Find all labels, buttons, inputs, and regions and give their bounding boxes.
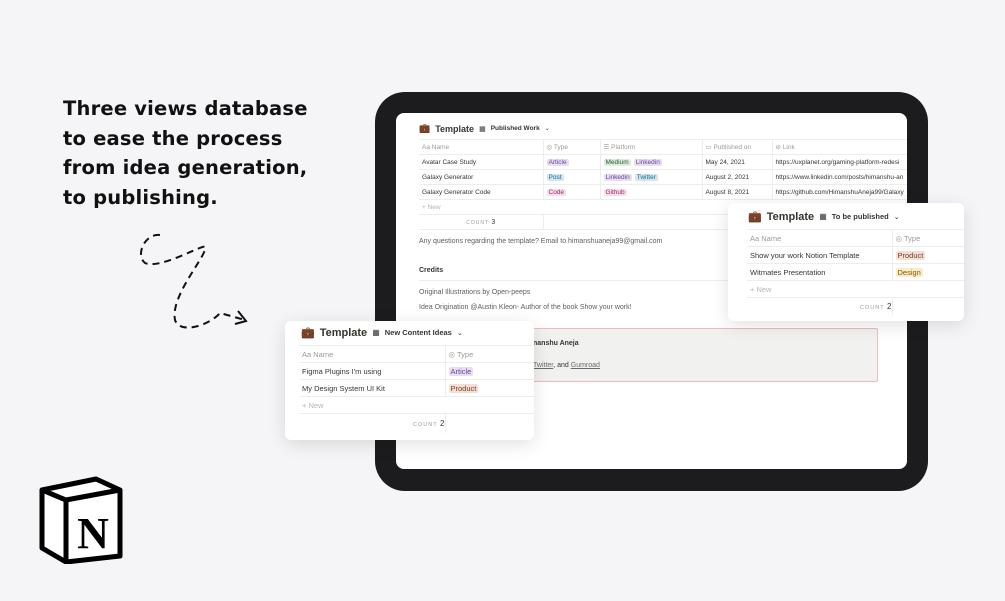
count-value: 2 — [440, 418, 445, 428]
col-published[interactable]: ▭ Published on — [702, 139, 773, 155]
col-link[interactable]: ⊘ Link — [772, 139, 907, 155]
table-icon: ▦ — [372, 328, 380, 337]
table-row[interactable]: My Design System UI Kit Product — [299, 379, 534, 397]
gumroad-link[interactable]: Gumroad — [570, 362, 600, 369]
row-link[interactable]: https://github.com/HimanshuAneja99/Galax… — [772, 184, 907, 200]
published-table: Aa Name ◎ Type ☰ Platform ▭ Published on… — [419, 139, 907, 230]
table-row[interactable]: Show your work Notion Template Product — [747, 246, 964, 264]
briefcase-icon: 💼 — [419, 123, 431, 133]
headline-line: from idea generation, — [63, 156, 308, 179]
count-value: 2 — [887, 301, 892, 311]
row-name[interactable]: Witmates Presentation — [747, 263, 893, 281]
callout-text: , and — [553, 362, 571, 369]
credit-line: Original Illustrations by Open-peeps — [419, 289, 531, 296]
to-be-published-card: 💼 Template ▦ To be published ⌄ Aa Name ◎ … — [728, 203, 964, 321]
col-type[interactable]: ◎ Type — [892, 229, 964, 247]
callout-name: nanshu Aneja — [533, 340, 579, 347]
count-value: 3 — [491, 218, 496, 226]
type-tag: Product — [448, 383, 479, 393]
table-row[interactable]: Avatar Case Study Article Medium Linkedin… — [419, 154, 907, 170]
row-date: August 2, 2021 — [702, 169, 773, 185]
col-name[interactable]: Aa Name — [419, 139, 544, 155]
type-tag: Article — [448, 366, 474, 376]
chevron-down-icon[interactable]: ⌄ — [893, 213, 900, 221]
type-tag: Design — [895, 267, 923, 277]
briefcase-icon: 💼 — [748, 211, 762, 223]
headline-line: to ease the process — [63, 126, 283, 150]
row-link[interactable]: https://www.linkedin.com/posts/himanshu-… — [772, 169, 907, 185]
row-name[interactable]: Avatar Case Study — [419, 154, 544, 170]
platform-tag: Github — [603, 188, 627, 196]
col-platform[interactable]: ☰ Platform — [600, 139, 703, 155]
row-name[interactable]: Figma Plugins I'm using — [299, 362, 446, 380]
view-selector[interactable]: New Content Ideas — [384, 328, 452, 337]
count-label: COUNT — [860, 304, 885, 311]
publish-table: Aa Name ◎ Type Show your work Notion Temp… — [747, 229, 964, 315]
new-row-button[interactable]: + New — [299, 396, 534, 414]
col-name[interactable]: Aa Name — [747, 229, 893, 247]
table-icon: ▦ — [479, 125, 486, 133]
credit-line: Idea Origination @Austin Kleon- Author o… — [419, 304, 632, 311]
view-selector[interactable]: Published Work — [490, 125, 540, 132]
main-db-title: 💼 Template ▦ Published Work ⌄ — [419, 123, 550, 134]
notion-logo-icon: N — [39, 476, 123, 564]
col-type[interactable]: ◎ Type — [445, 345, 534, 363]
svg-text:N: N — [77, 509, 109, 558]
count-label: COUNT — [413, 421, 438, 428]
author-callout: nanshu Aneja Twitter, and Gumroad — [505, 328, 878, 382]
publish-db-title: 💼 Template ▦ To be published ⌄ — [748, 210, 900, 224]
chevron-down-icon[interactable]: ⌄ — [544, 126, 550, 132]
headline-line: Three views database — [63, 97, 308, 120]
row-name[interactable]: My Design System UI Kit — [299, 379, 446, 397]
db-title: Template — [766, 210, 815, 223]
row-name[interactable]: Show your work Notion Template — [747, 246, 893, 264]
platform-tag: Twitter — [634, 173, 658, 181]
table-row[interactable]: Figma Plugins I'm using Article — [299, 362, 534, 380]
row-date: August 8, 2021 — [702, 184, 773, 200]
ideas-table: Aa Name ◎ Type Figma Plugins I'm using Art… — [299, 345, 534, 433]
row-name[interactable]: Galaxy Generator Code — [419, 184, 544, 200]
headline-line: to publishing. — [63, 185, 218, 209]
ideas-db-title: 💼 Template ▦ New Content Ideas ⌄ — [301, 326, 463, 340]
table-row[interactable]: Witmates Presentation Design — [747, 263, 964, 281]
col-name[interactable]: Aa Name — [299, 345, 446, 363]
type-tag: Product — [895, 250, 926, 260]
col-type[interactable]: ◎ Type — [543, 139, 601, 155]
table-row[interactable]: Galaxy Generator Code Code Github August… — [419, 184, 907, 200]
type-tag: Article — [546, 158, 569, 166]
type-tag: Post — [546, 173, 564, 181]
row-name[interactable]: Galaxy Generator — [419, 169, 544, 185]
view-selector[interactable]: To be published — [831, 212, 889, 221]
chevron-down-icon[interactable]: ⌄ — [456, 329, 463, 337]
briefcase-icon: 💼 — [301, 327, 315, 339]
platform-tag: Linkedin — [633, 158, 662, 166]
twitter-link[interactable]: Twitter — [533, 362, 554, 369]
platform-tag: Linkedin — [603, 173, 632, 181]
row-date: May 24, 2021 — [702, 154, 773, 170]
table-row[interactable]: Galaxy Generator Post Linkedin Twitter Au… — [419, 169, 907, 185]
table-header: Aa Name ◎ Type ☰ Platform ▭ Published on… — [419, 139, 907, 155]
dashed-arrow-icon — [140, 233, 248, 329]
credits-heading: Credits — [419, 267, 444, 274]
table-icon: ▦ — [819, 212, 827, 221]
type-tag: Code — [546, 188, 567, 196]
db-title: Template — [319, 326, 368, 339]
headline: Three views database to ease the process… — [63, 94, 323, 212]
db-title: Template — [435, 123, 475, 134]
email-line: Any questions regarding the template? Em… — [419, 238, 663, 245]
new-content-ideas-card: 💼 Template ▦ New Content Ideas ⌄ Aa Name… — [285, 321, 534, 440]
row-link[interactable]: https://uxplanet.org/gaming-platform-red… — [772, 154, 907, 170]
new-row-button[interactable]: + New — [747, 280, 964, 298]
platform-tag: Medium — [603, 158, 631, 166]
count-label: COUNT — [466, 219, 489, 226]
